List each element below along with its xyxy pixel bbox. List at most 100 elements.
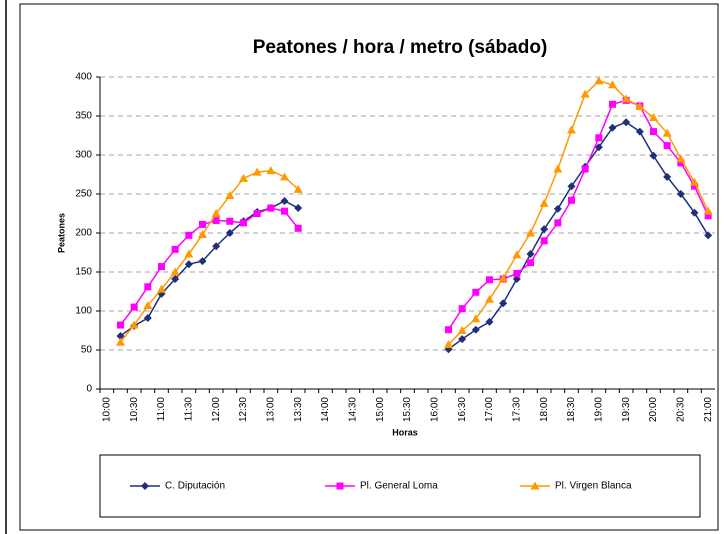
y-tick-label: 350	[75, 111, 92, 122]
marker	[280, 197, 289, 206]
marker	[472, 288, 480, 296]
x-tick-label: 18:00	[539, 397, 550, 422]
x-tick-label: 10:30	[129, 397, 140, 422]
marker	[539, 198, 549, 207]
marker	[199, 220, 206, 228]
marker	[594, 143, 603, 152]
marker	[184, 260, 193, 269]
marker	[662, 128, 672, 137]
marker	[677, 159, 685, 167]
x-tick-label: 11:00	[156, 397, 167, 422]
marker	[471, 325, 480, 334]
marker	[281, 207, 288, 215]
y-tick-label: 200	[75, 228, 92, 239]
marker	[690, 208, 699, 217]
marker	[293, 184, 303, 193]
legend-label: C. Diputación	[165, 481, 225, 492]
x-tick-label: 15:00	[375, 397, 386, 422]
marker	[486, 276, 493, 284]
x-tick-label: 19:00	[593, 397, 604, 422]
marker	[116, 337, 125, 346]
marker	[663, 172, 672, 181]
marker	[171, 245, 179, 253]
marker	[158, 263, 165, 271]
x-tick-label: 21:00	[703, 397, 714, 422]
marker	[444, 340, 453, 349]
marker	[157, 284, 166, 293]
marker	[581, 165, 589, 173]
x-tick-label: 14:00	[320, 397, 331, 422]
x-tick-label: 19:30	[621, 397, 632, 422]
x-axis-label: Horas	[392, 427, 418, 437]
marker	[621, 94, 631, 103]
marker	[608, 123, 617, 132]
marker	[485, 317, 494, 326]
marker	[225, 191, 235, 200]
marker	[635, 127, 644, 136]
marker	[512, 250, 522, 259]
chart-title: Peatones / hora / metro (sábado)	[253, 37, 548, 58]
marker	[540, 225, 549, 234]
marker	[267, 204, 275, 212]
x-tick-label: 11:30	[183, 397, 194, 422]
legend-marker	[530, 481, 540, 490]
y-tick-label: 100	[75, 306, 92, 317]
x-tick-label: 16:00	[429, 397, 440, 422]
marker	[691, 182, 698, 190]
x-tick-label: 14:30	[347, 397, 358, 422]
marker	[485, 294, 494, 303]
marker	[240, 219, 247, 227]
marker	[458, 305, 466, 313]
chart-frame	[19, 3, 719, 531]
marker	[580, 89, 590, 98]
marker	[498, 273, 508, 282]
legend	[99, 454, 701, 518]
marker	[129, 320, 139, 329]
legend-label: Pl. Virgen Blanca	[555, 481, 632, 492]
marker	[649, 113, 658, 122]
x-tick-label: 16:30	[457, 397, 468, 422]
marker	[198, 230, 207, 239]
y-tick-label: 150	[75, 267, 92, 278]
marker	[253, 210, 261, 217]
marker	[266, 166, 276, 175]
x-tick-label: 17:00	[484, 397, 495, 422]
marker	[211, 209, 221, 217]
marker	[198, 257, 207, 266]
marker	[117, 321, 124, 329]
x-tick-label: 18:30	[566, 397, 577, 422]
x-tick-label: 15:30	[402, 397, 413, 422]
marker	[170, 267, 180, 276]
marker	[553, 204, 562, 213]
marker	[704, 212, 712, 220]
marker	[499, 299, 508, 308]
legend-label: Pl. General Loma	[360, 481, 438, 492]
marker	[553, 164, 563, 173]
marker	[471, 314, 481, 323]
marker	[445, 326, 452, 334]
marker	[527, 259, 534, 267]
marker	[130, 303, 138, 311]
marker	[239, 173, 248, 182]
marker	[526, 250, 535, 259]
marker	[212, 217, 220, 225]
marker	[594, 76, 604, 85]
x-tick-label: 13:00	[265, 397, 276, 422]
marker	[595, 134, 603, 142]
y-tick-label: 250	[75, 189, 92, 200]
y-tick-label: 50	[81, 345, 93, 356]
x-tick-label: 10:00	[101, 397, 112, 422]
marker	[649, 151, 658, 160]
marker	[554, 219, 562, 227]
marker	[513, 270, 521, 278]
marker	[540, 237, 548, 245]
legend-marker	[336, 482, 344, 490]
marker	[212, 242, 221, 251]
marker	[226, 217, 234, 225]
marker	[567, 125, 576, 134]
marker	[184, 249, 194, 258]
marker	[280, 172, 289, 181]
x-tick-label: 13:30	[293, 397, 304, 422]
marker	[608, 80, 617, 89]
